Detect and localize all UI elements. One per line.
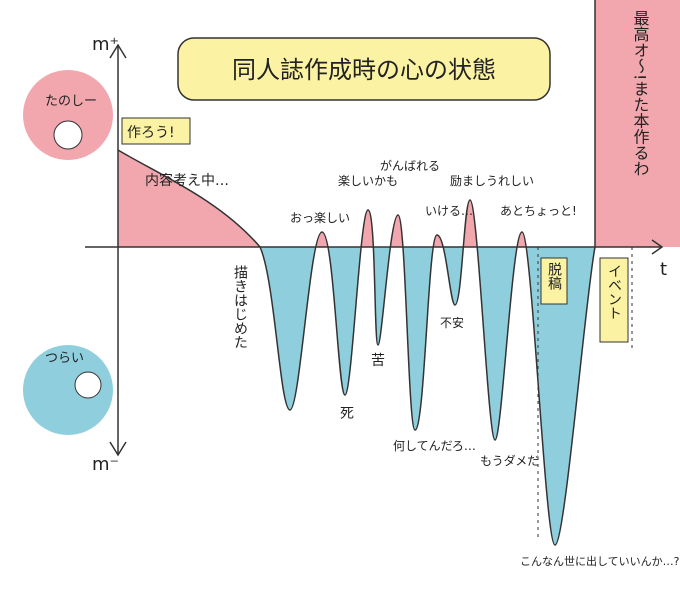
label: 何してんだろ… xyxy=(393,439,476,453)
label: 作ろう! xyxy=(127,125,175,141)
sad-circle xyxy=(23,345,113,435)
title: 同人誌作成時の心の状態 xyxy=(232,56,496,84)
label: 内容考え中… xyxy=(145,172,229,189)
happy-circle xyxy=(23,70,113,160)
label: イベント xyxy=(606,264,622,320)
sad-label: つらい xyxy=(45,351,84,366)
label: いける… xyxy=(425,204,473,218)
label: 楽しいかも xyxy=(338,174,398,188)
mood-area xyxy=(117,0,680,546)
positive-area xyxy=(118,0,680,247)
title-box xyxy=(177,37,551,101)
x-label: t xyxy=(660,259,667,280)
axis-arrows xyxy=(109,43,664,457)
done-box xyxy=(540,257,568,305)
happy-label: たのしー xyxy=(45,94,97,109)
label: もうダメだ xyxy=(480,453,539,468)
label: 苦 xyxy=(371,353,385,369)
y-top-label: m⁺ xyxy=(92,34,119,55)
event-box xyxy=(599,257,629,343)
mood-curve xyxy=(117,0,596,546)
label: 最高オ〜!また本作るわ xyxy=(631,10,650,176)
label: 不安 xyxy=(440,315,464,330)
label: おっ楽しい xyxy=(290,211,350,225)
y-bottom-label: m⁻ xyxy=(92,454,119,475)
label: こんなん世に出していいんか…? xyxy=(520,554,680,568)
label: 死 xyxy=(340,406,354,422)
start-box xyxy=(121,117,191,145)
happy-face xyxy=(53,120,83,150)
label: 描きはじめた xyxy=(232,265,248,349)
label: あとちょっと! xyxy=(500,204,577,218)
negative-area xyxy=(118,247,680,545)
label: がんばれる xyxy=(380,158,440,173)
label: 脱稿 xyxy=(546,262,562,290)
label: 励ましうれしい xyxy=(450,174,534,188)
sad-face xyxy=(74,371,102,399)
